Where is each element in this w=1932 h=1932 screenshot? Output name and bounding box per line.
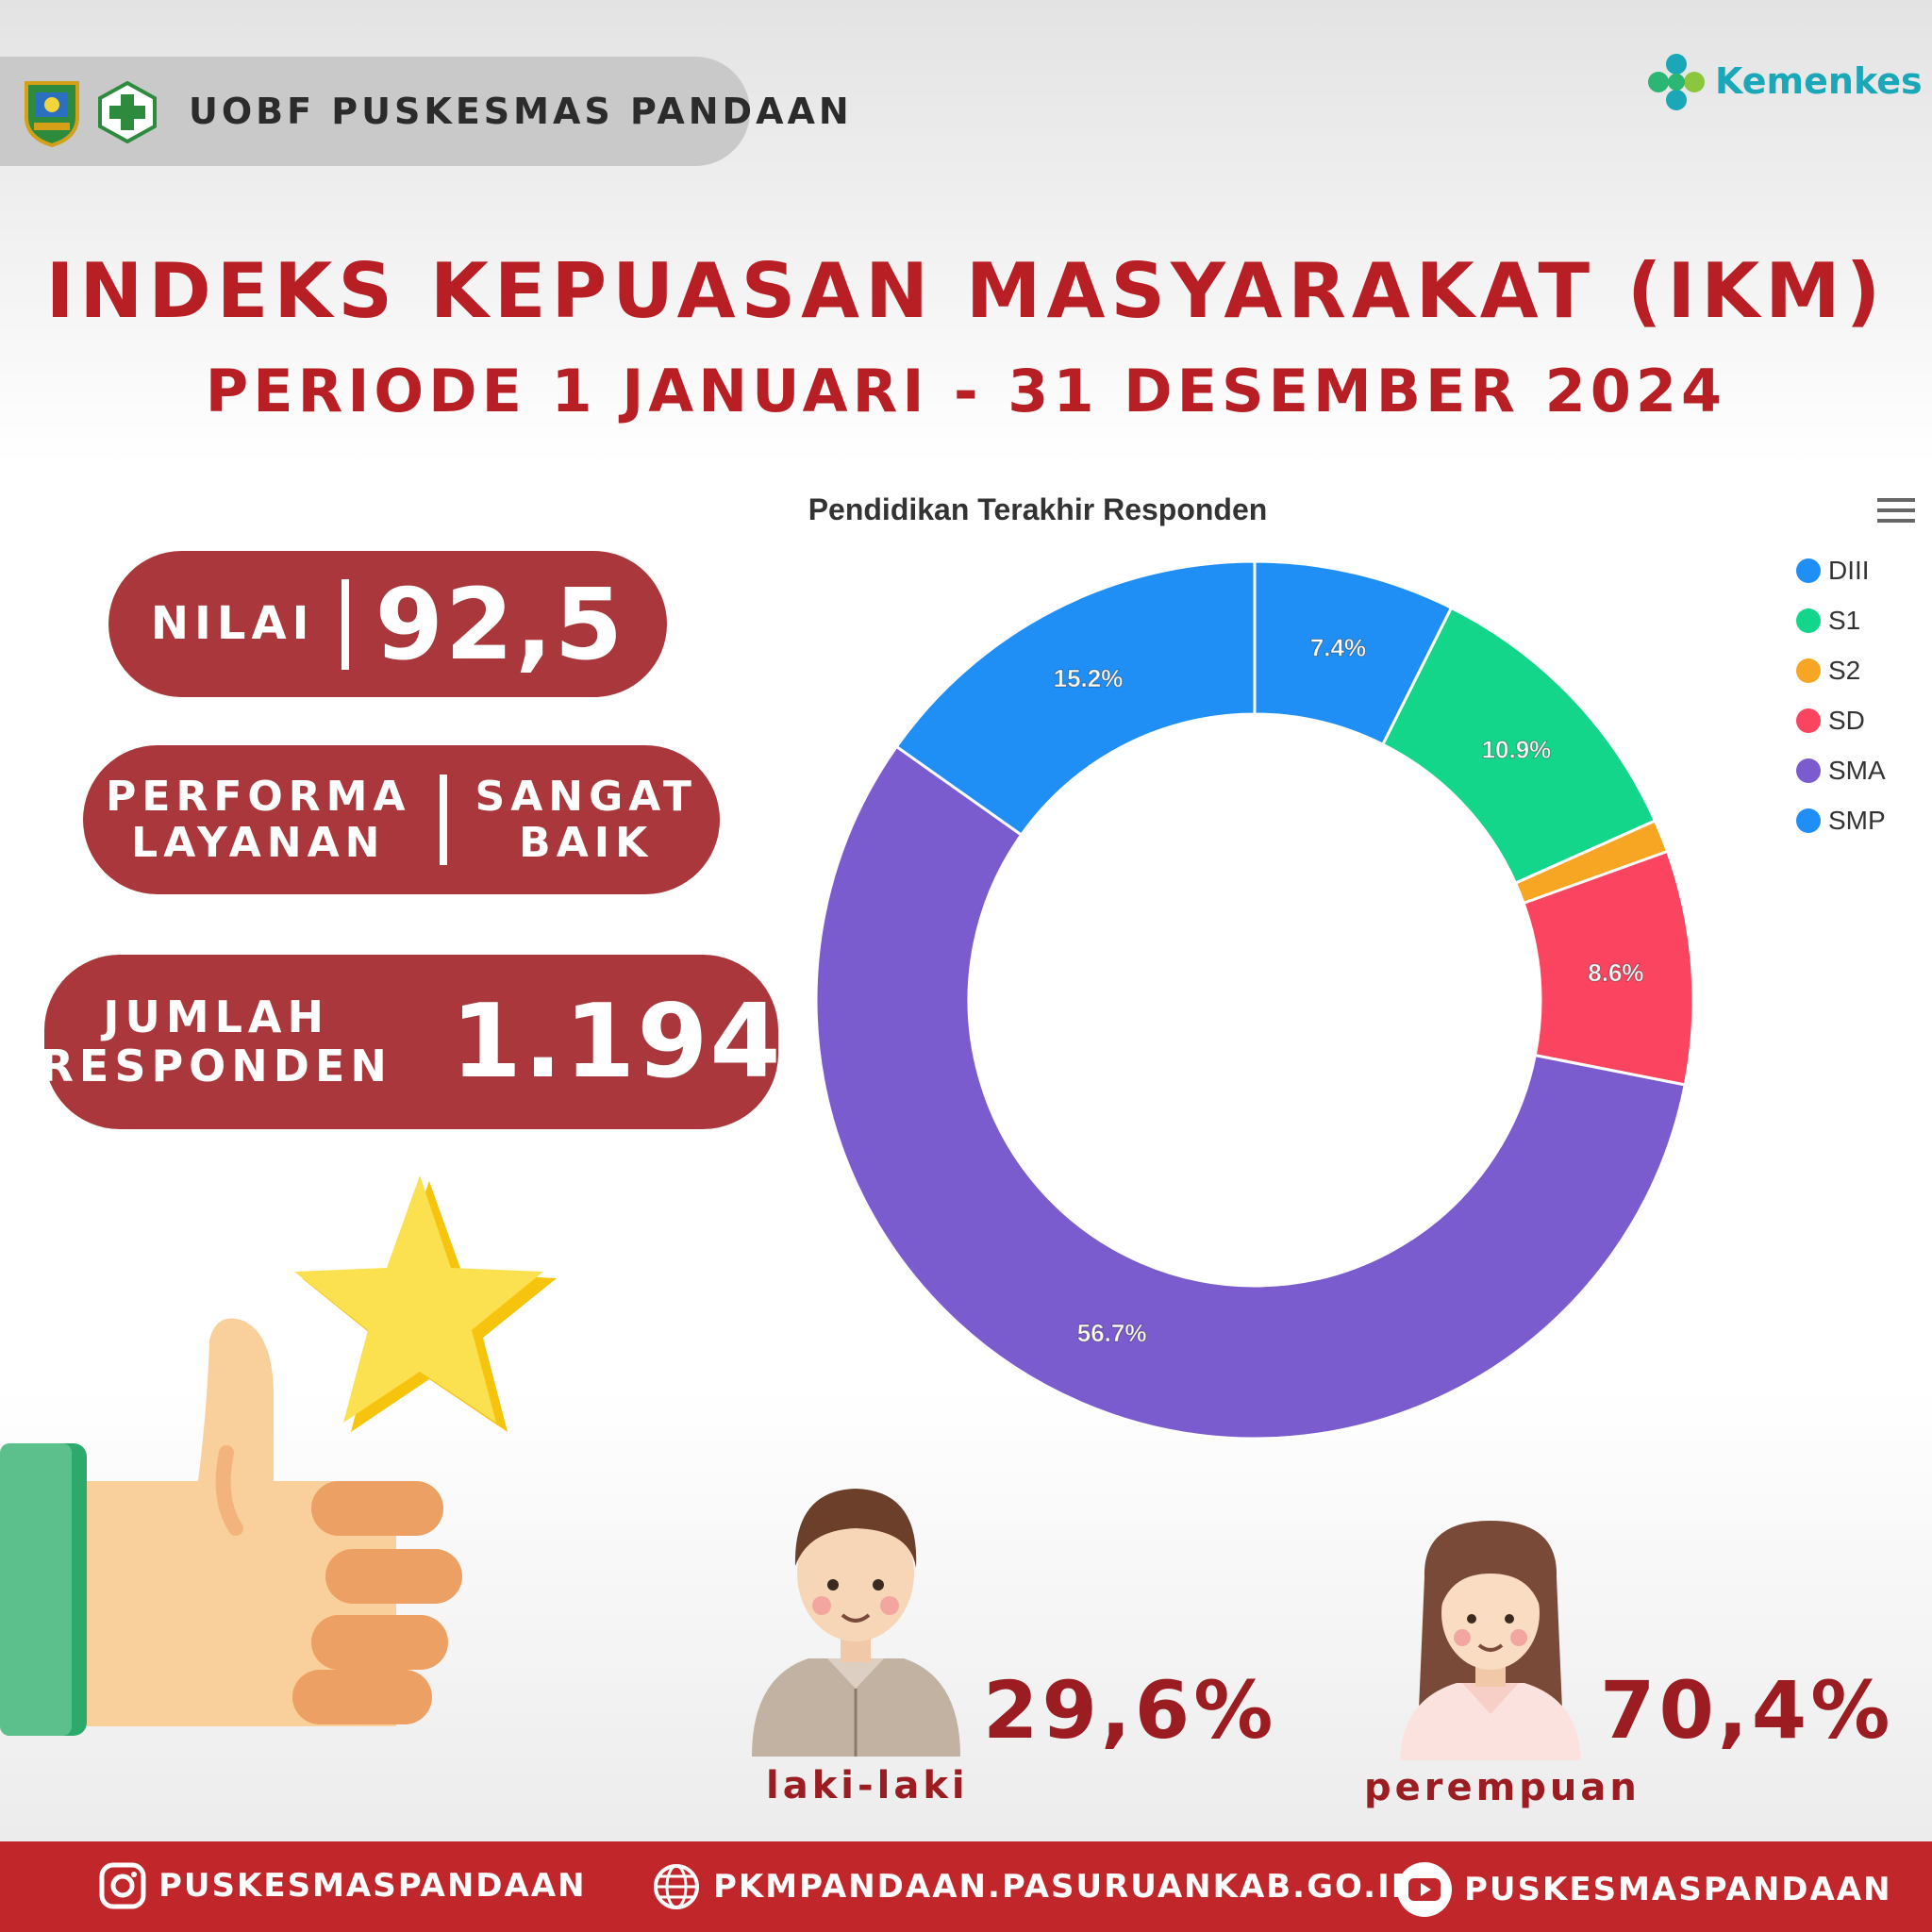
kemenkes-logo-icon [1648, 54, 1705, 110]
legend-marker [1796, 758, 1821, 783]
slice-label-smp: 15.2% [1054, 664, 1124, 692]
performance-label: PERFORMA LAYANAN [106, 772, 411, 867]
performance-value: SANGAT BAIK [475, 772, 697, 867]
legend-marker [1796, 558, 1821, 583]
thumbs-up-star-illustration [0, 1175, 557, 1736]
divider [341, 578, 349, 670]
youtube-icon [1397, 1862, 1452, 1917]
score-pill: NILAI 92,5 [108, 551, 667, 697]
score-label: NILAI [150, 596, 315, 650]
legend-item-s1[interactable]: S1 [1796, 595, 1886, 645]
respondents-pill: JUMLAH RESPONDEN 1.194 [40, 955, 781, 1129]
male-respondent-icon [752, 1489, 960, 1757]
kemenkes-brand: Kemenkes [1715, 60, 1923, 102]
female-label: perempuan [1364, 1766, 1641, 1809]
chart-title: Pendidikan Terakhir Responden [808, 492, 1268, 526]
youtube-handle: PUSKESMASPANDAAN [1464, 1871, 1892, 1908]
divider [439, 774, 447, 865]
regency-emblem-icon [25, 81, 79, 147]
thumbs-up-icon [0, 1318, 462, 1736]
performance-value-line1: SANGAT [475, 772, 697, 821]
legend-label: DIII [1828, 555, 1870, 585]
page-title: INDEKS KEPUASAN MASYARAKAT (IKM) [45, 247, 1887, 335]
legend-item-sma[interactable]: SMA [1796, 745, 1886, 795]
legend-label: SD [1828, 705, 1865, 735]
slice-label-sd: 8.6% [1588, 958, 1643, 987]
female-respondent-icon [1400, 1521, 1581, 1760]
slice-label-s1: 10.9% [1482, 736, 1552, 764]
performance-label-line1: PERFORMA [106, 772, 411, 821]
female-percentage: 70,4% [1600, 1664, 1894, 1757]
footer-bar [0, 1841, 1932, 1932]
respondents-value: 1.194 [450, 983, 783, 1101]
respondents-label: JUMLAH RESPONDEN [40, 991, 392, 1091]
legend-marker [1796, 808, 1821, 833]
education-donut-chart: 7.4% 10.9% 8.6% 56.7% 15.2% [814, 559, 1695, 1441]
legend-marker [1796, 658, 1821, 683]
org-name: UOBF PUSKESMAS PANDAAN [189, 91, 853, 132]
legend-item-s2[interactable]: S2 [1796, 645, 1886, 695]
footer-website[interactable]: PKMPANDAAN.PASURUANKAB.GO.ID [651, 1861, 1420, 1912]
period-subtitle: PERIODE 1 JANUARI - 31 DESEMBER 2024 [205, 357, 1727, 425]
male-percentage: 29,6% [983, 1664, 1277, 1757]
legend-label: SMP [1828, 805, 1886, 835]
slice-smp[interactable] [894, 559, 1257, 838]
performance-label-line2: LAYANAN [131, 819, 386, 867]
male-label: laki-laki [766, 1764, 969, 1807]
performance-pill: PERFORMA LAYANAN SANGAT BAIK [83, 745, 720, 894]
respondents-label-line1: JUMLAH [103, 991, 330, 1042]
legend-label: S2 [1828, 655, 1861, 685]
legend-marker [1796, 608, 1821, 633]
globe-icon [654, 1864, 699, 1909]
slice-label-sma: 56.7% [1077, 1319, 1147, 1347]
chart-legend: DIII S1 S2 SD SMA SMP [1796, 545, 1886, 845]
star-icon [294, 1175, 557, 1432]
website-url: PKMPANDAAN.PASURUANKAB.GO.ID [713, 1868, 1420, 1906]
slice-label-diii: 7.4% [1310, 633, 1366, 661]
legend-marker [1796, 708, 1821, 733]
puskesmas-logo-icon [98, 81, 157, 143]
respondents-label-line2: RESPONDEN [40, 1040, 392, 1091]
legend-item-diii[interactable]: DIII [1796, 545, 1886, 595]
instagram-icon [99, 1862, 146, 1909]
legend-item-smp[interactable]: SMP [1796, 795, 1886, 845]
slice-sma[interactable] [814, 744, 1687, 1441]
legend-item-sd[interactable]: SD [1796, 695, 1886, 745]
footer-youtube[interactable]: PUSKESMASPANDAAN [1396, 1861, 1892, 1918]
instagram-handle: PUSKESMASPANDAAN [158, 1867, 587, 1905]
performance-value-line2: BAIK [519, 819, 654, 867]
footer-instagram[interactable]: PUSKESMASPANDAAN [98, 1861, 587, 1910]
legend-label: S1 [1828, 605, 1861, 635]
score-value: 92,5 [375, 566, 625, 682]
chart-menu-icon[interactable] [1877, 496, 1915, 526]
legend-label: SMA [1828, 755, 1886, 785]
